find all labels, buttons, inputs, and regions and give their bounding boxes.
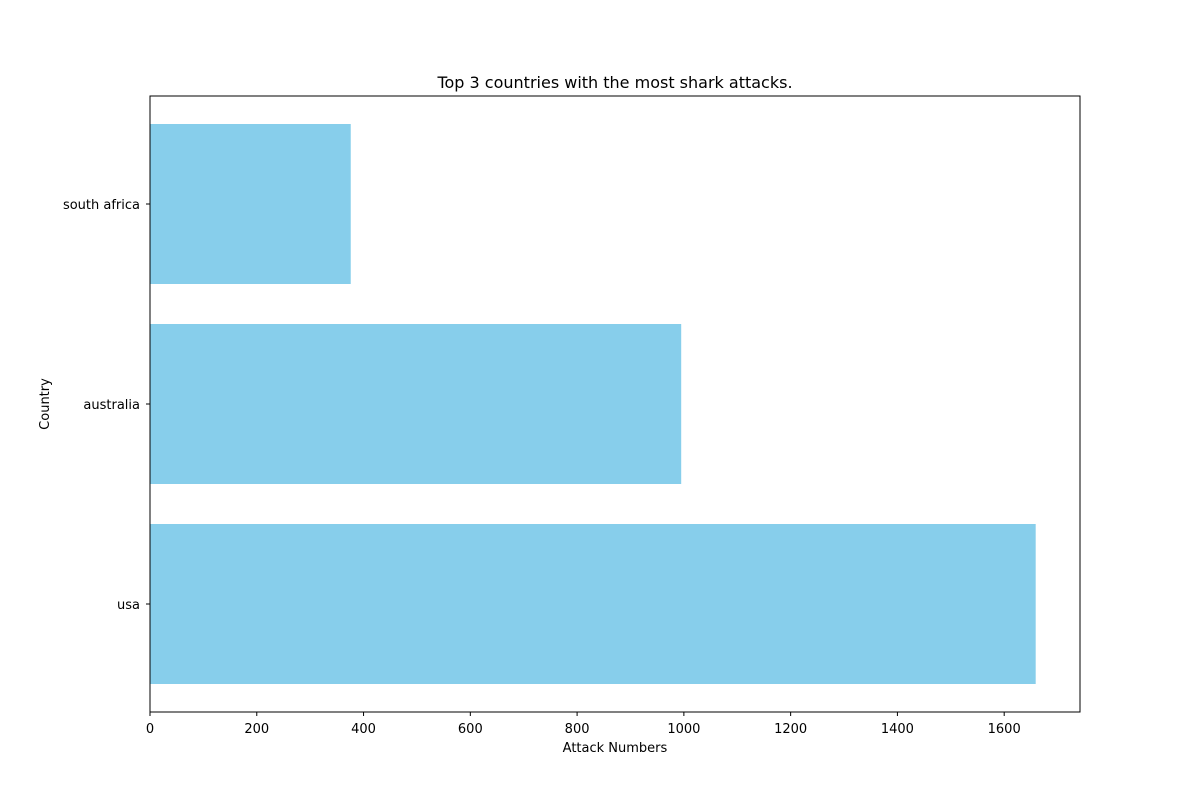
y-axis-ticks: usa australia south africa xyxy=(63,198,150,613)
bars-group xyxy=(150,124,1036,684)
chart-title: Top 3 countries with the most shark atta… xyxy=(436,73,792,92)
x-tick-label: 200 xyxy=(244,722,269,737)
x-tick-label: 1400 xyxy=(881,722,914,737)
y-tick-label: south africa xyxy=(63,198,140,213)
bar-south-africa xyxy=(150,124,351,284)
bar-australia xyxy=(150,324,682,484)
y-tick-label: australia xyxy=(83,398,140,413)
y-tick-label: usa xyxy=(117,598,140,613)
x-axis-ticks: 0 200 400 600 800 1000 1200 1400 1600 xyxy=(146,712,1021,737)
x-axis-label: Attack Numbers xyxy=(563,741,668,756)
x-tick-label: 1000 xyxy=(667,722,700,737)
y-axis-label: Country xyxy=(38,378,53,430)
bar-usa xyxy=(150,524,1036,684)
x-tick-label: 1200 xyxy=(774,722,807,737)
x-tick-label: 800 xyxy=(565,722,590,737)
x-tick-label: 400 xyxy=(351,722,376,737)
x-tick-label: 1600 xyxy=(988,722,1021,737)
x-tick-label: 0 xyxy=(146,722,154,737)
x-tick-label: 600 xyxy=(458,722,483,737)
